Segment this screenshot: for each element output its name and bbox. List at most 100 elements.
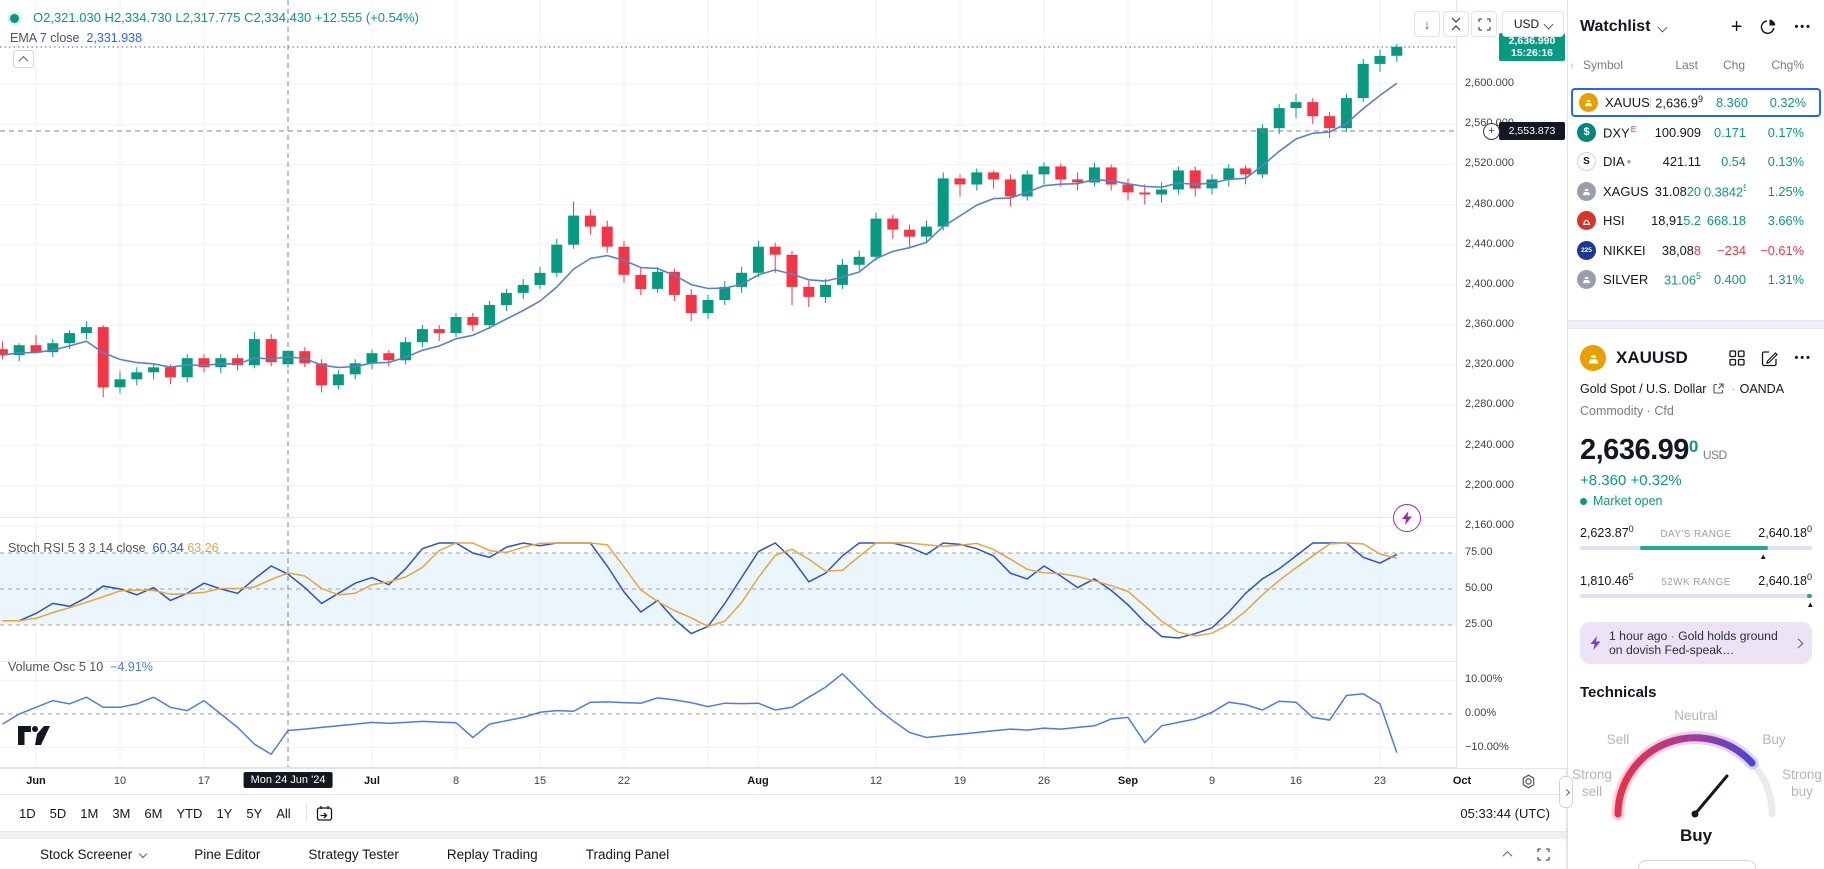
- screenshot-button[interactable]: [1471, 11, 1497, 37]
- watchlist-row-SILVER[interactable]: SILVER 31.065 0.400 1.31%: [1571, 265, 1821, 294]
- gauge-label-sell: Sell: [1606, 732, 1630, 747]
- ohlc-legend: O2,321.030 H2,334.730 L2,317.775 C2,334.…: [10, 10, 419, 25]
- current-price-badge: 2,636.990 15:26:16: [1499, 33, 1565, 61]
- right-panel: Watchlist + ••• ‹ Symbol Last Chg Chg% X…: [1568, 0, 1824, 869]
- lightning-icon: [1402, 511, 1412, 525]
- timeframe-5d[interactable]: 5D: [49, 805, 67, 821]
- last-price: 31.0820: [1654, 183, 1701, 199]
- section-marker-icon: ‹: [1570, 58, 1574, 72]
- symbol-name: HSI: [1603, 213, 1625, 228]
- collapse-pane-button[interactable]: [1443, 11, 1469, 37]
- external-link-icon[interactable]: [1713, 383, 1724, 394]
- gauge-label-strong-buy: Strong buy: [1782, 767, 1822, 799]
- gauge-label-neutral: Neutral: [1674, 708, 1718, 723]
- change-percent: −0.61%: [1760, 242, 1804, 258]
- 52wk-range-row: 1,810.465 52WK RANGE 2,640.180: [1580, 572, 1812, 589]
- price-axis[interactable]: 2,600.0002,560.0002,520.0002,480.0002,44…: [1456, 0, 1567, 768]
- day-range-row: 2,623.870 DAY'S RANGE 2,640.180: [1580, 524, 1812, 541]
- watchlist-row-NIKKEI[interactable]: 225 NIKKEI 38,088 −234 −0.61%: [1571, 236, 1821, 265]
- watchlist-stats-icon[interactable]: [1759, 18, 1777, 36]
- timeframe-3m[interactable]: 3M: [112, 805, 131, 821]
- watchlist-more-button[interactable]: •••: [1794, 21, 1812, 33]
- stoch-tick: 75.00: [1465, 546, 1493, 558]
- time-axis-label: Aug: [747, 775, 769, 787]
- symbol-icon: $: [1577, 122, 1596, 142]
- go-to-date-button[interactable]: [315, 804, 334, 823]
- gauge-more-button[interactable]: [1638, 860, 1756, 869]
- tab-stock-screener[interactable]: Stock Screener: [40, 847, 148, 862]
- change-percent: 0.13%: [1767, 154, 1804, 169]
- market-status: Market open: [1580, 494, 1662, 508]
- change-percent: 1.31%: [1767, 272, 1804, 287]
- news-flash-icon: [1590, 636, 1601, 650]
- time-axis-label: 19: [953, 775, 967, 787]
- price-chart-canvas[interactable]: [0, 0, 1566, 768]
- panel-collapse-handle[interactable]: [1559, 776, 1573, 808]
- tab-pine-editor[interactable]: Pine Editor: [194, 846, 261, 862]
- symbol-change: +8.360 +0.32%: [1580, 472, 1682, 489]
- change-value: 668.18: [1706, 213, 1746, 228]
- calendar-icon: [316, 805, 332, 821]
- price-tick: 2,600.000: [1465, 77, 1514, 89]
- timeframe-1m[interactable]: 1M: [80, 805, 99, 821]
- time-axis-label: 8: [452, 775, 460, 787]
- watchlist-row-XAUUSD[interactable]: XAUUSD 2,636.99 8.360 0.32%: [1571, 88, 1821, 117]
- scroll-to-recent-button[interactable]: ↓: [1414, 11, 1440, 37]
- currency-selector[interactable]: USD: [1502, 11, 1564, 37]
- symbol-icon: 225: [1577, 240, 1596, 260]
- symbol-more-button[interactable]: •••: [1794, 352, 1812, 364]
- change-percent: 1.25%: [1767, 183, 1804, 199]
- watchlist-column-headers: ‹ Symbol Last Chg Chg%: [1570, 58, 1804, 72]
- tab-replay-trading[interactable]: Replay Trading: [446, 846, 538, 862]
- price-tick: 2,200.000: [1465, 478, 1514, 491]
- add-symbol-button[interactable]: +: [1730, 15, 1743, 38]
- last-price: 38,088: [1661, 242, 1701, 258]
- timeframe-6m[interactable]: 6M: [144, 805, 163, 821]
- flash-events-button[interactable]: [1393, 504, 1421, 532]
- edit-note-button[interactable]: [1761, 350, 1779, 367]
- symbol-name: XAGUSD: [1603, 183, 1649, 199]
- bottom-tabs-bar: Stock Screener Pine Editor Strategy Tester…: [0, 839, 1566, 869]
- technicals-title: Technicals: [1580, 684, 1657, 701]
- time-axis-settings-icon[interactable]: [1521, 774, 1536, 789]
- chart-area[interactable]: O2,321.030 H2,334.730 L2,317.775 C2,334.…: [0, 0, 1567, 869]
- 52wk-range-bar: [1580, 594, 1812, 598]
- last-price: 100.909: [1654, 124, 1701, 140]
- news-item[interactable]: 1 hour ago · Gold holds ground on dovish…: [1580, 622, 1812, 664]
- price-tick: 2,480.000: [1465, 197, 1514, 210]
- legend-collapse-button[interactable]: [13, 50, 34, 68]
- change-value: 0.54: [1721, 154, 1746, 169]
- change-value: 0.400: [1713, 272, 1746, 287]
- timeframe-1d[interactable]: 1D: [19, 805, 36, 821]
- tab-trading-panel[interactable]: Trading Panel: [585, 846, 670, 862]
- change-value: 0.171: [1713, 124, 1746, 140]
- clock[interactable]: 05:33:44 (UTC): [1460, 806, 1550, 821]
- watchlist-title[interactable]: Watchlist: [1580, 18, 1667, 36]
- tab-strategy-tester[interactable]: Strategy Tester: [308, 846, 399, 862]
- watchlist-row-DXY[interactable]: $ DXYE 100.909 0.171 0.17%: [1571, 118, 1821, 147]
- time-axis[interactable]: Mon 24 Jun '24 Jun 10 17 Jul 8 15 22 Aug 12 19 26 S…: [0, 768, 1566, 795]
- panel-expand-button[interactable]: [1502, 845, 1513, 863]
- collapse-icon: [1451, 17, 1461, 31]
- series-marker-icon: [10, 14, 19, 23]
- price-tick: 2,520.000: [1465, 157, 1514, 170]
- ema-legend: EMA 7 close 2,331.938: [10, 31, 143, 45]
- timeframe-ytd[interactable]: YTD: [176, 805, 203, 821]
- technicals-gauge[interactable]: [1568, 700, 1824, 869]
- panel-maximize-button[interactable]: [1537, 847, 1550, 861]
- crosshair-plus-icon[interactable]: +: [1483, 123, 1500, 140]
- timeframe-all[interactable]: All: [276, 805, 291, 821]
- layout-grid-button[interactable]: [1729, 350, 1746, 366]
- watchlist-row-HSI[interactable]: HSI 18,915.2 668.18 3.66%: [1571, 206, 1821, 235]
- watchlist-row-DIA[interactable]: S DIA • 421.11 0.54 0.13%: [1571, 147, 1821, 176]
- fullscreen-icon: [1477, 17, 1491, 31]
- timeframe-5y[interactable]: 5Y: [246, 805, 263, 821]
- time-axis-label: 9: [1208, 775, 1216, 787]
- crosshair-price-badge: 2,553.873: [1499, 122, 1565, 140]
- toolbar-divider: [305, 804, 307, 822]
- change-value: 0.38425: [1704, 182, 1746, 200]
- price-tick: 2,320.000: [1465, 358, 1514, 371]
- timeframe-1y[interactable]: 1Y: [216, 805, 233, 821]
